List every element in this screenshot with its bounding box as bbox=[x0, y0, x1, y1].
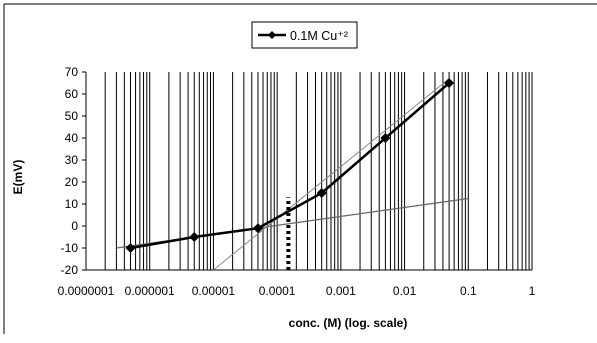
y-tick-label: 0 bbox=[71, 219, 78, 233]
x-axis-title: conc. (M) (log. scale) bbox=[289, 316, 408, 330]
y-tick-label: 50 bbox=[65, 109, 79, 123]
x-tick-label: 1 bbox=[529, 284, 536, 298]
y-tick-label: -10 bbox=[61, 241, 79, 255]
y-tick-label: 70 bbox=[65, 65, 79, 79]
y-tick-label: 30 bbox=[65, 153, 79, 167]
y-tick-label: 40 bbox=[65, 131, 79, 145]
x-tick-label: 0.0001 bbox=[259, 284, 296, 298]
data-point bbox=[189, 232, 199, 242]
x-tick-label: 0.01 bbox=[393, 284, 417, 298]
y-tick-label: 20 bbox=[65, 175, 79, 189]
x-tick-label: 0.1 bbox=[460, 284, 477, 298]
legend: 0.1M Cu⁺² bbox=[252, 22, 357, 48]
x-tick-label: 0.0000001 bbox=[58, 284, 115, 298]
x-tick-label: 0.00001 bbox=[192, 284, 236, 298]
gridlines bbox=[86, 72, 532, 270]
x-tick-label: 0.000001 bbox=[125, 284, 175, 298]
x-tick-label: 0.001 bbox=[326, 284, 356, 298]
y-axis-title: E(mV) bbox=[11, 160, 25, 195]
data-point bbox=[253, 223, 263, 233]
y-tick-label: 60 bbox=[65, 87, 79, 101]
legend-series-label: 0.1M Cu⁺² bbox=[290, 29, 348, 43]
data-point bbox=[126, 243, 136, 253]
y-tick-label: 10 bbox=[65, 197, 79, 211]
y-tick-label: -20 bbox=[61, 263, 79, 277]
